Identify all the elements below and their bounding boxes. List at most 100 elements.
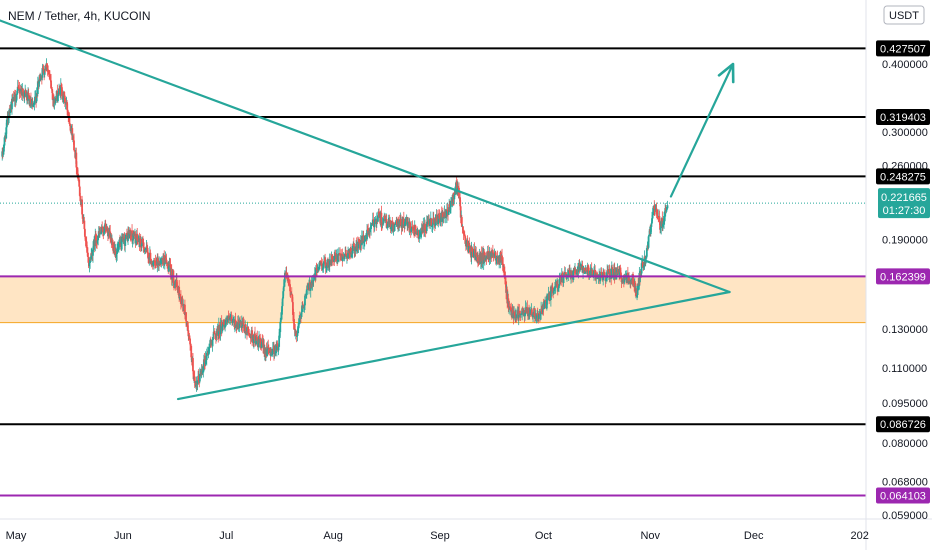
- candle: [68, 112, 71, 125]
- candle: [368, 227, 371, 238]
- candle-body: [577, 265, 580, 272]
- candle-body: [180, 303, 183, 305]
- candle-body: [433, 219, 436, 224]
- candle: [46, 62, 48, 72]
- candle-body: [194, 385, 197, 386]
- candle: [108, 227, 110, 240]
- candle-body: [605, 278, 607, 282]
- candle-body: [384, 219, 387, 222]
- candle: [385, 214, 388, 229]
- candle: [291, 293, 294, 304]
- candle-body: [94, 234, 97, 241]
- candle-body: [459, 197, 462, 207]
- candle: [293, 311, 295, 330]
- candle-body: [116, 248, 119, 250]
- candle: [139, 233, 142, 252]
- candle: [104, 219, 107, 234]
- candle: [333, 249, 336, 263]
- candle-body: [579, 266, 582, 271]
- candle-body: [358, 242, 361, 244]
- candle-body: [107, 229, 110, 237]
- candle-body: [600, 272, 603, 274]
- candle: [260, 337, 263, 349]
- candle-body: [437, 214, 440, 216]
- candle-body: [383, 215, 386, 222]
- candle: [119, 234, 121, 247]
- candle-body: [270, 352, 272, 356]
- candle-body: [297, 324, 300, 329]
- candle-body: [468, 242, 471, 247]
- candle: [378, 208, 381, 218]
- candle-body: [140, 243, 143, 247]
- candle-body: [124, 239, 127, 246]
- horizontal-levels: [0, 47, 866, 497]
- candle: [428, 214, 430, 229]
- candle-body: [72, 136, 75, 141]
- candle-body: [432, 218, 435, 225]
- candle: [477, 254, 480, 266]
- candle: [450, 197, 452, 214]
- candle-body: [567, 271, 570, 276]
- candle-body: [419, 232, 422, 236]
- candle: [135, 238, 137, 246]
- candle-body: [362, 235, 365, 243]
- candle-body: [318, 262, 321, 267]
- candle: [304, 293, 306, 311]
- candle-body: [561, 273, 564, 276]
- candle-body: [455, 182, 457, 195]
- candle-body: [115, 251, 117, 257]
- candle-body: [224, 324, 227, 328]
- candle-body: [251, 330, 254, 342]
- candle-body: [458, 187, 460, 199]
- candle-body: [281, 298, 284, 307]
- candle: [160, 257, 163, 268]
- candle-body: [149, 252, 152, 264]
- candle-body: [478, 262, 480, 264]
- candle-body: [120, 239, 123, 250]
- candle-body: [292, 302, 294, 315]
- candle: [537, 310, 540, 322]
- candle-body: [418, 236, 421, 238]
- candle-body: [305, 289, 308, 294]
- candle-body: [558, 278, 561, 286]
- candle-body: [345, 253, 348, 257]
- candle-body: [77, 176, 79, 179]
- candle-body: [521, 308, 524, 314]
- level-tag-box: [876, 40, 930, 57]
- candle-body: [202, 359, 205, 371]
- candle-body: [347, 252, 349, 259]
- candle: [275, 340, 278, 357]
- candle-body: [574, 269, 577, 274]
- candle-body: [323, 261, 325, 265]
- candle-body: [492, 252, 495, 255]
- candle-body: [370, 225, 372, 230]
- candle-body: [477, 260, 480, 263]
- candle-body: [302, 305, 305, 309]
- candle: [424, 219, 426, 233]
- candle-body: [666, 205, 669, 209]
- candle-body: [151, 264, 154, 266]
- candle: [27, 88, 30, 96]
- candle: [380, 205, 383, 232]
- candle-body: [221, 326, 224, 330]
- candle-body: [145, 246, 148, 251]
- candle-body: [211, 340, 214, 346]
- candle: [434, 214, 437, 229]
- candle-body: [316, 269, 319, 273]
- candle: [471, 251, 474, 257]
- candle-body: [283, 282, 286, 287]
- candle-body: [439, 218, 442, 222]
- candle-body: [84, 229, 86, 237]
- candle: [344, 246, 347, 255]
- candle-body: [587, 270, 590, 276]
- candle-body: [343, 256, 346, 260]
- candle-body: [531, 309, 533, 315]
- candle-body: [535, 316, 538, 319]
- candle-body: [15, 94, 18, 101]
- candle-body: [638, 272, 641, 286]
- candle-body: [597, 277, 599, 279]
- candle-body: [645, 256, 648, 259]
- candle-body: [511, 309, 514, 318]
- currency-button[interactable]: USDT: [883, 5, 925, 25]
